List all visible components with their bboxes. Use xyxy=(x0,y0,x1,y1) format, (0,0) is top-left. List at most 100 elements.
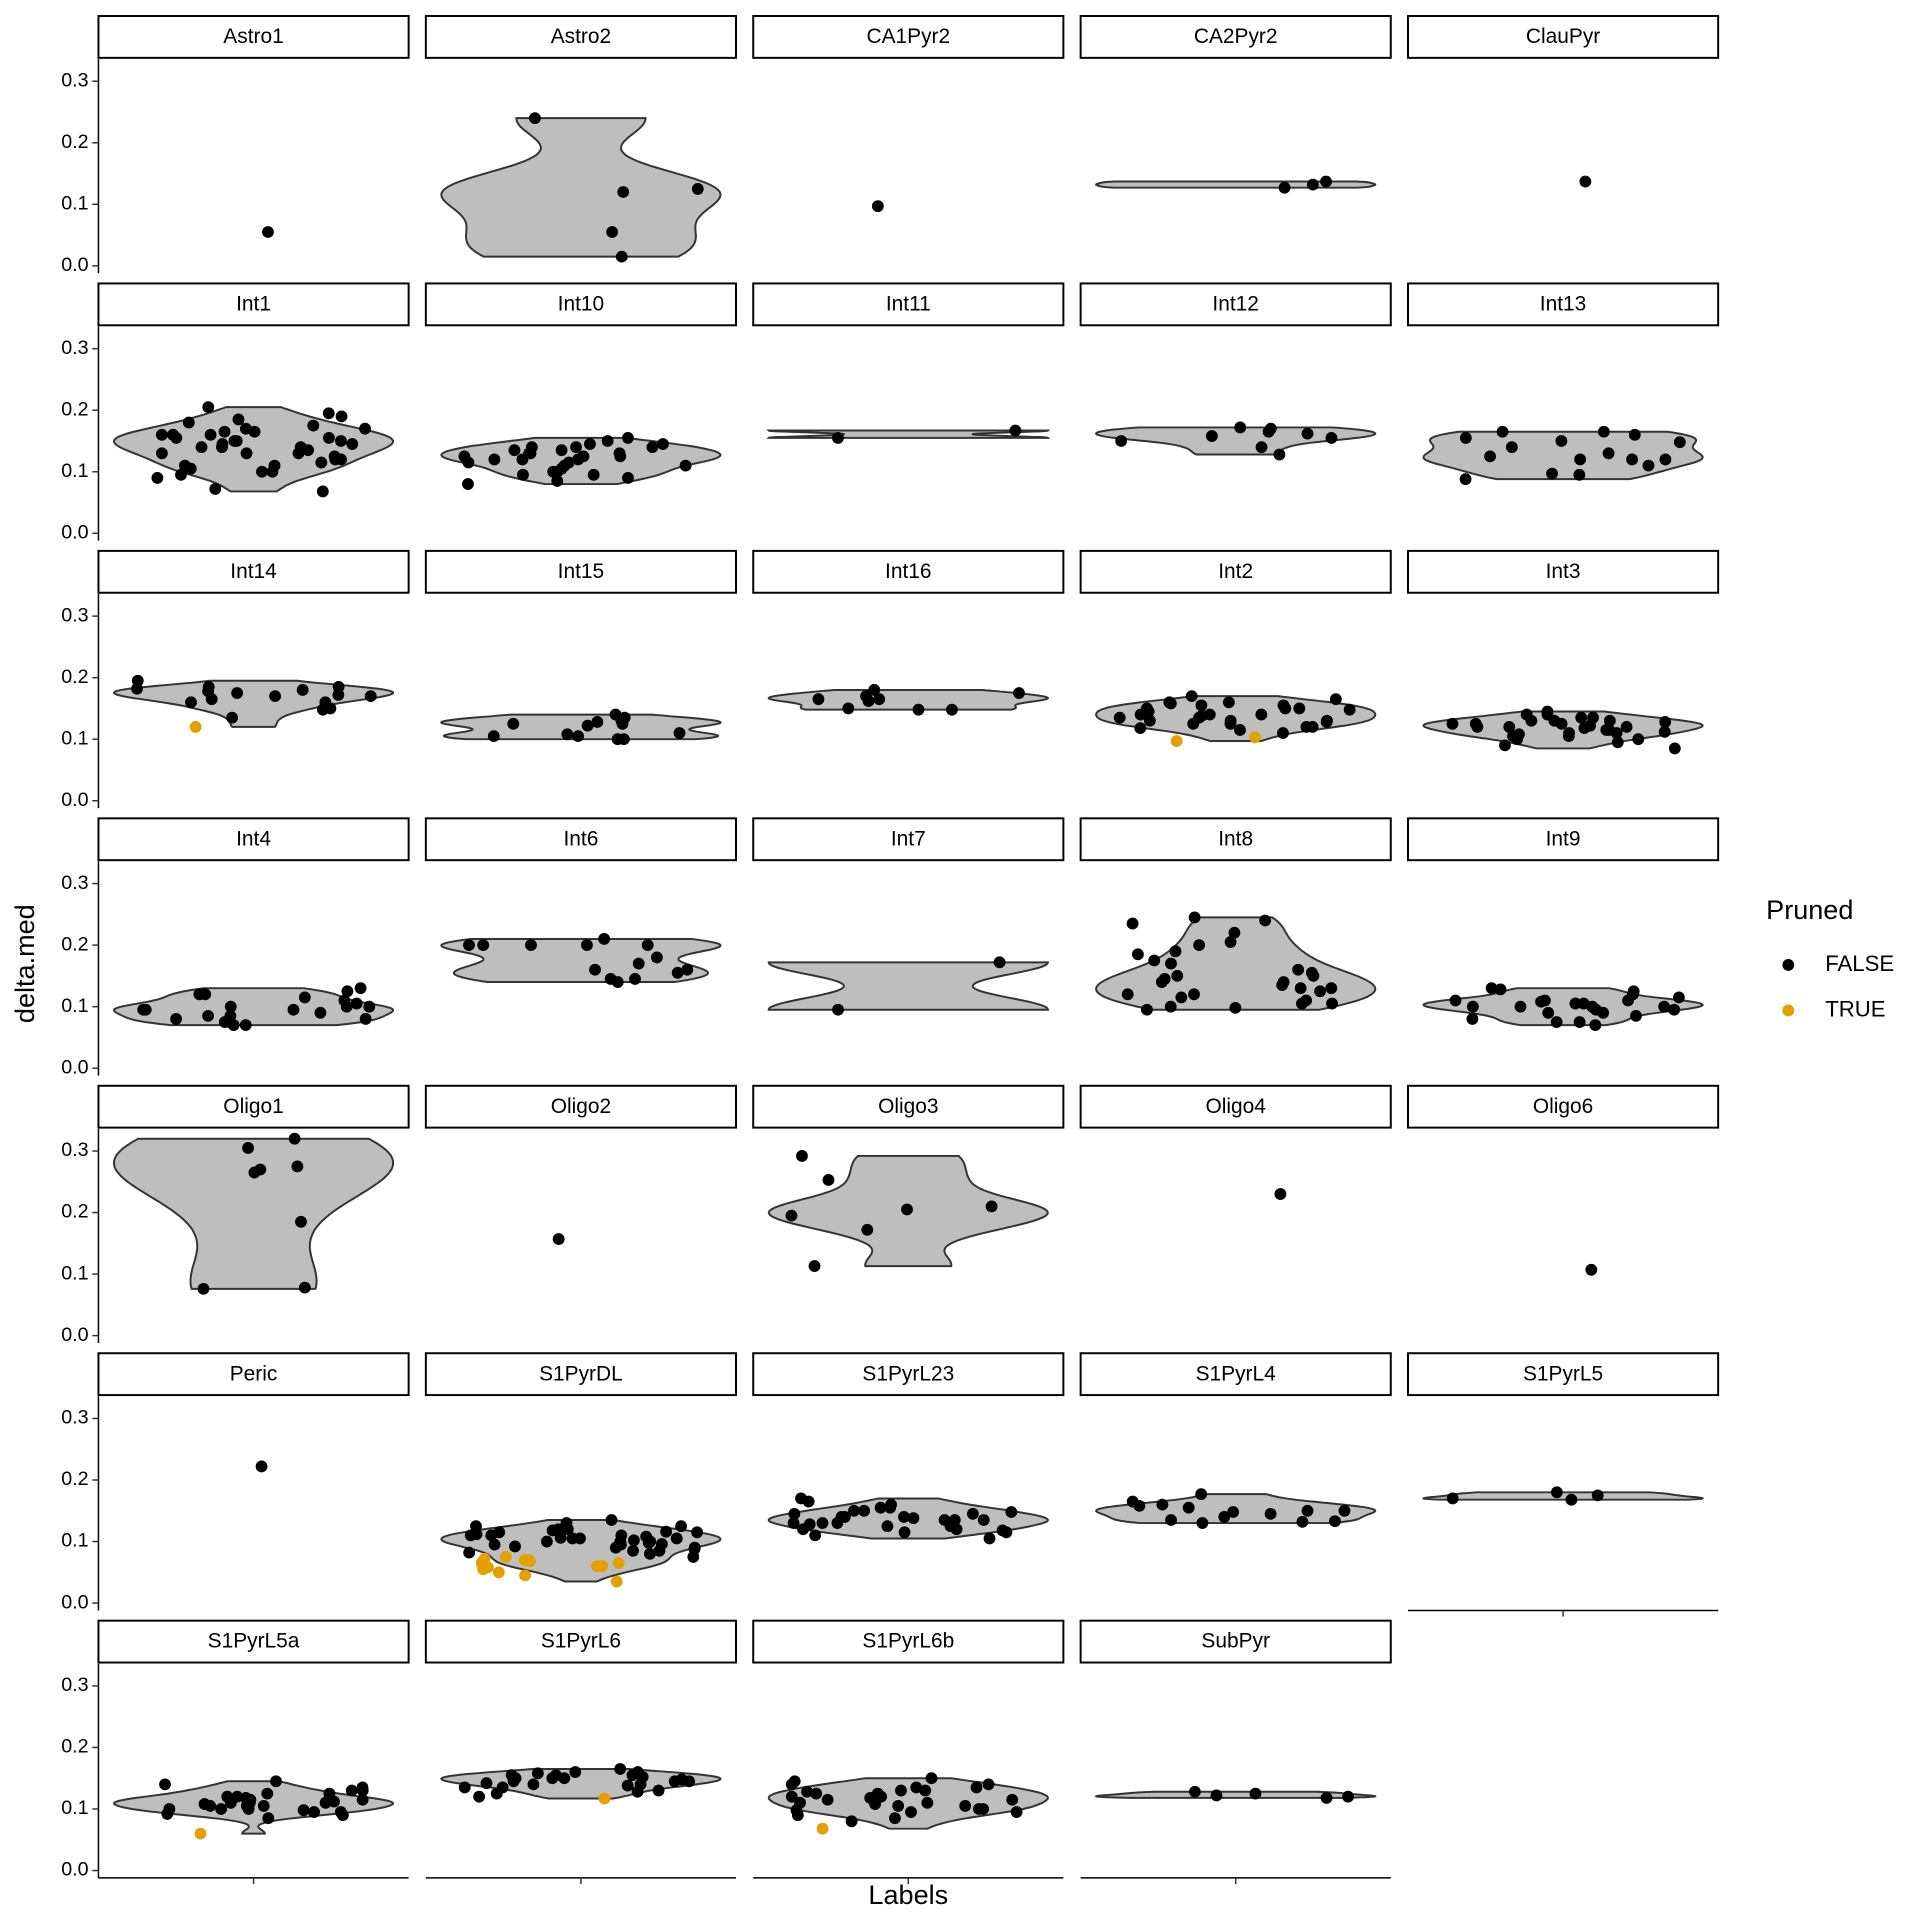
point xyxy=(1165,957,1177,970)
point xyxy=(359,422,371,435)
point xyxy=(458,450,471,463)
point xyxy=(328,1795,340,1808)
point xyxy=(598,933,611,945)
point xyxy=(1668,742,1681,755)
point xyxy=(808,1260,821,1272)
point xyxy=(1205,430,1218,442)
strip-label: Oligo6 xyxy=(1533,1095,1593,1118)
point xyxy=(970,1781,983,1794)
point xyxy=(204,428,217,441)
point xyxy=(356,1793,369,1806)
point xyxy=(1249,731,1261,744)
point xyxy=(977,1514,990,1526)
point xyxy=(1010,1806,1023,1818)
point xyxy=(1143,714,1156,727)
point xyxy=(881,1520,894,1533)
point xyxy=(487,730,500,743)
point xyxy=(1499,739,1511,752)
point xyxy=(1577,997,1590,1010)
point xyxy=(1155,976,1168,988)
point xyxy=(1314,985,1327,998)
point xyxy=(161,1808,174,1820)
point xyxy=(1329,1515,1341,1528)
point xyxy=(1573,468,1586,481)
point xyxy=(621,1779,634,1792)
point xyxy=(871,200,884,213)
strip xyxy=(424,1619,737,1664)
facet-panel: Oligo1 0.0 0.1 0.2 0.3 xyxy=(61,1084,410,1346)
y-tick-label: 0.3 xyxy=(61,337,88,359)
point xyxy=(255,1460,268,1473)
point xyxy=(194,1827,207,1840)
point xyxy=(364,690,377,703)
point xyxy=(354,982,367,995)
point xyxy=(1277,976,1290,988)
strip-label: Oligo2 xyxy=(551,1095,611,1118)
point xyxy=(1546,467,1558,480)
strip-label: Int15 xyxy=(558,560,605,583)
point xyxy=(816,1517,829,1529)
point xyxy=(292,447,305,460)
point xyxy=(912,703,925,716)
point xyxy=(670,1532,683,1545)
point xyxy=(359,1013,372,1025)
point xyxy=(329,453,342,466)
point xyxy=(1292,963,1305,976)
point xyxy=(218,1016,231,1028)
strip xyxy=(1079,1084,1392,1129)
point xyxy=(822,1174,835,1186)
point xyxy=(509,1540,521,1553)
point xyxy=(356,1781,369,1794)
strip-label: Int12 xyxy=(1212,293,1259,316)
y-tick-label: 0.0 xyxy=(61,789,88,811)
point xyxy=(1541,705,1554,718)
y-tick-label: 0.2 xyxy=(61,933,88,955)
point xyxy=(1182,1501,1195,1514)
point xyxy=(570,441,582,454)
facet-panel: Astro2 xyxy=(424,15,737,263)
point xyxy=(315,456,328,469)
strip-label: CA2Pyr2 xyxy=(1194,25,1278,48)
point xyxy=(175,468,187,481)
point xyxy=(1306,178,1319,191)
y-tick-label: 0.1 xyxy=(61,727,88,749)
point xyxy=(297,1804,310,1817)
point xyxy=(527,1778,540,1791)
point xyxy=(948,1514,961,1526)
point xyxy=(1188,1785,1201,1798)
facet-panel: Oligo2 xyxy=(424,1084,737,1245)
strip xyxy=(752,1619,1065,1664)
point xyxy=(895,1784,907,1797)
point xyxy=(1574,453,1587,466)
strip xyxy=(752,282,1065,327)
point xyxy=(1009,424,1022,437)
point xyxy=(346,438,359,450)
point xyxy=(591,1560,603,1573)
point xyxy=(131,682,143,695)
point xyxy=(821,1793,834,1806)
strip-label: Int16 xyxy=(885,560,932,583)
point xyxy=(640,1530,653,1543)
point xyxy=(314,1006,327,1019)
point xyxy=(189,720,202,733)
point xyxy=(1343,703,1356,716)
point xyxy=(584,438,596,450)
point xyxy=(492,1566,505,1579)
point xyxy=(295,1215,307,1228)
point xyxy=(197,1282,210,1295)
point xyxy=(316,703,329,716)
point xyxy=(1628,428,1641,441)
point xyxy=(470,1528,483,1541)
point xyxy=(1234,421,1247,434)
point xyxy=(1169,945,1182,958)
strip xyxy=(424,1352,737,1397)
point xyxy=(1620,720,1633,733)
point xyxy=(215,1803,228,1815)
point xyxy=(1329,693,1342,706)
facet-panel: S1PyrDL xyxy=(424,1352,737,1588)
point xyxy=(983,1532,996,1545)
violin xyxy=(1095,180,1377,189)
facet-panel: S1PyrL23 xyxy=(752,1352,1065,1545)
y-tick-label: 0.3 xyxy=(61,69,88,91)
